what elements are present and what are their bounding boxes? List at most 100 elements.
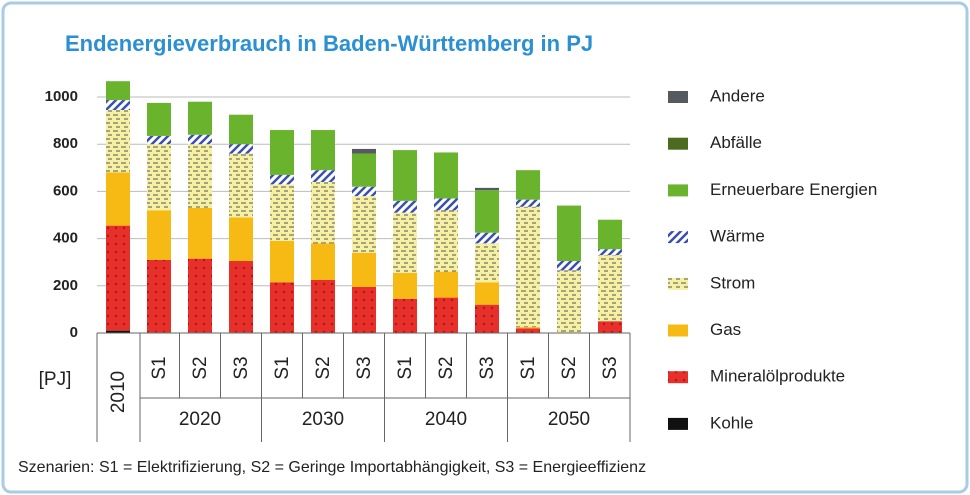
bar-segment (516, 327, 540, 329)
bar-segment (598, 321, 622, 333)
bar-segment (598, 255, 622, 322)
group-label: 2050 (548, 409, 590, 430)
bar-segment (229, 144, 253, 154)
bar-segment (352, 196, 376, 253)
bar-segment (311, 130, 335, 171)
bar-segment (106, 100, 130, 110)
bar-segment (393, 272, 417, 299)
bar-segment (475, 187, 499, 191)
x-tick-label: S2 (313, 356, 334, 379)
bar-segment (106, 109, 130, 173)
legend-swatch (668, 324, 688, 337)
bar-segment (270, 174, 294, 185)
legend-label: Abfälle (710, 133, 762, 152)
y-tick-label: 0 (70, 324, 78, 341)
group-label: 2030 (302, 409, 344, 430)
bar-segment (147, 144, 171, 211)
bar-segment (516, 199, 540, 207)
bar-segment (311, 181, 335, 244)
x-tick-label: 2010 (108, 371, 129, 413)
bar-segment (229, 261, 253, 333)
bar-segment (229, 114, 253, 145)
bar-segment (475, 304, 499, 333)
bar-segment (352, 148, 376, 154)
bar-segment (147, 259, 171, 333)
chart-title: Endenergieverbrauch in Baden-Württemberg… (65, 31, 593, 56)
legend-label: Mineralölprodukte (710, 367, 845, 386)
bar-segment (147, 135, 171, 145)
bar-segment (598, 219, 622, 250)
x-tick-label: S3 (354, 356, 375, 379)
bar-segment (311, 170, 335, 182)
bar-segment (475, 282, 499, 305)
bar-segment (393, 298, 417, 333)
x-tick-label: S1 (149, 356, 170, 379)
legend-label: Wärme (710, 227, 765, 246)
bar-segment (352, 186, 376, 197)
x-tick-label: S1 (518, 356, 539, 379)
bar-segment (270, 184, 294, 241)
legend-swatch (668, 277, 688, 290)
bar-segment (106, 225, 130, 331)
bar-segment (188, 144, 212, 208)
legend-label: Andere (710, 86, 765, 105)
legend-swatch (668, 371, 688, 384)
legend-swatch (668, 137, 688, 150)
y-tick-label: 800 (53, 135, 78, 152)
bar-segment (188, 207, 212, 259)
legend-label: Erneuerbare Energien (710, 180, 877, 199)
x-tick-label: S3 (477, 356, 498, 379)
bar-segment (434, 152, 458, 199)
bar-segment (475, 243, 499, 283)
bar-segment (393, 212, 417, 273)
x-tick-label: S2 (190, 356, 211, 379)
bar-segment (147, 102, 171, 136)
legend-swatch (668, 231, 688, 244)
bar-segment (311, 243, 335, 280)
legend-swatch (668, 91, 688, 103)
bar-segment (270, 240, 294, 283)
bar-segment (557, 261, 581, 271)
legend-label: Strom (710, 273, 755, 292)
bar-segment (188, 101, 212, 135)
bar-segment (147, 210, 171, 260)
bar-segment (516, 206, 540, 328)
bar-segment (393, 200, 417, 213)
footnote: Szenarien: S1 = Elektrifizierung, S2 = G… (18, 459, 646, 476)
bar-segment (516, 328, 540, 333)
bar-segment (434, 210, 458, 272)
bar-segment (475, 190, 499, 233)
bar-segment (106, 172, 130, 226)
bar-segment (352, 252, 376, 287)
unit-label: [PJ] (39, 369, 72, 390)
bar-segment (434, 198, 458, 211)
bar-segment (270, 282, 294, 333)
bar-segment (598, 249, 622, 256)
y-tick-label: 400 (53, 230, 78, 247)
x-tick-label: S1 (272, 356, 293, 379)
group-label: 2020 (179, 409, 221, 430)
y-tick-label: 600 (53, 182, 78, 199)
y-tick-label: 1000 (45, 88, 78, 105)
bar-segment (434, 297, 458, 333)
legend-label: Kohle (710, 413, 753, 432)
bar-segment (557, 205, 581, 262)
x-tick-label: S2 (559, 356, 580, 379)
y-tick-label: 200 (53, 277, 78, 294)
bar-segment (557, 270, 581, 333)
bar-segment (188, 258, 212, 333)
legend-swatch (668, 184, 688, 197)
bar-segment (229, 153, 253, 218)
bar-segment (106, 330, 130, 333)
x-tick-label: S1 (395, 356, 416, 379)
bar-segment (270, 130, 294, 175)
group-label: 2040 (425, 409, 467, 430)
bar-segment (352, 153, 376, 187)
legend-swatch (668, 417, 688, 430)
x-tick-label: S2 (436, 356, 457, 379)
bar-segment (475, 232, 499, 244)
legend-label: Gas (710, 320, 741, 339)
x-tick-label: S3 (231, 356, 252, 379)
bar-segment (516, 170, 540, 200)
